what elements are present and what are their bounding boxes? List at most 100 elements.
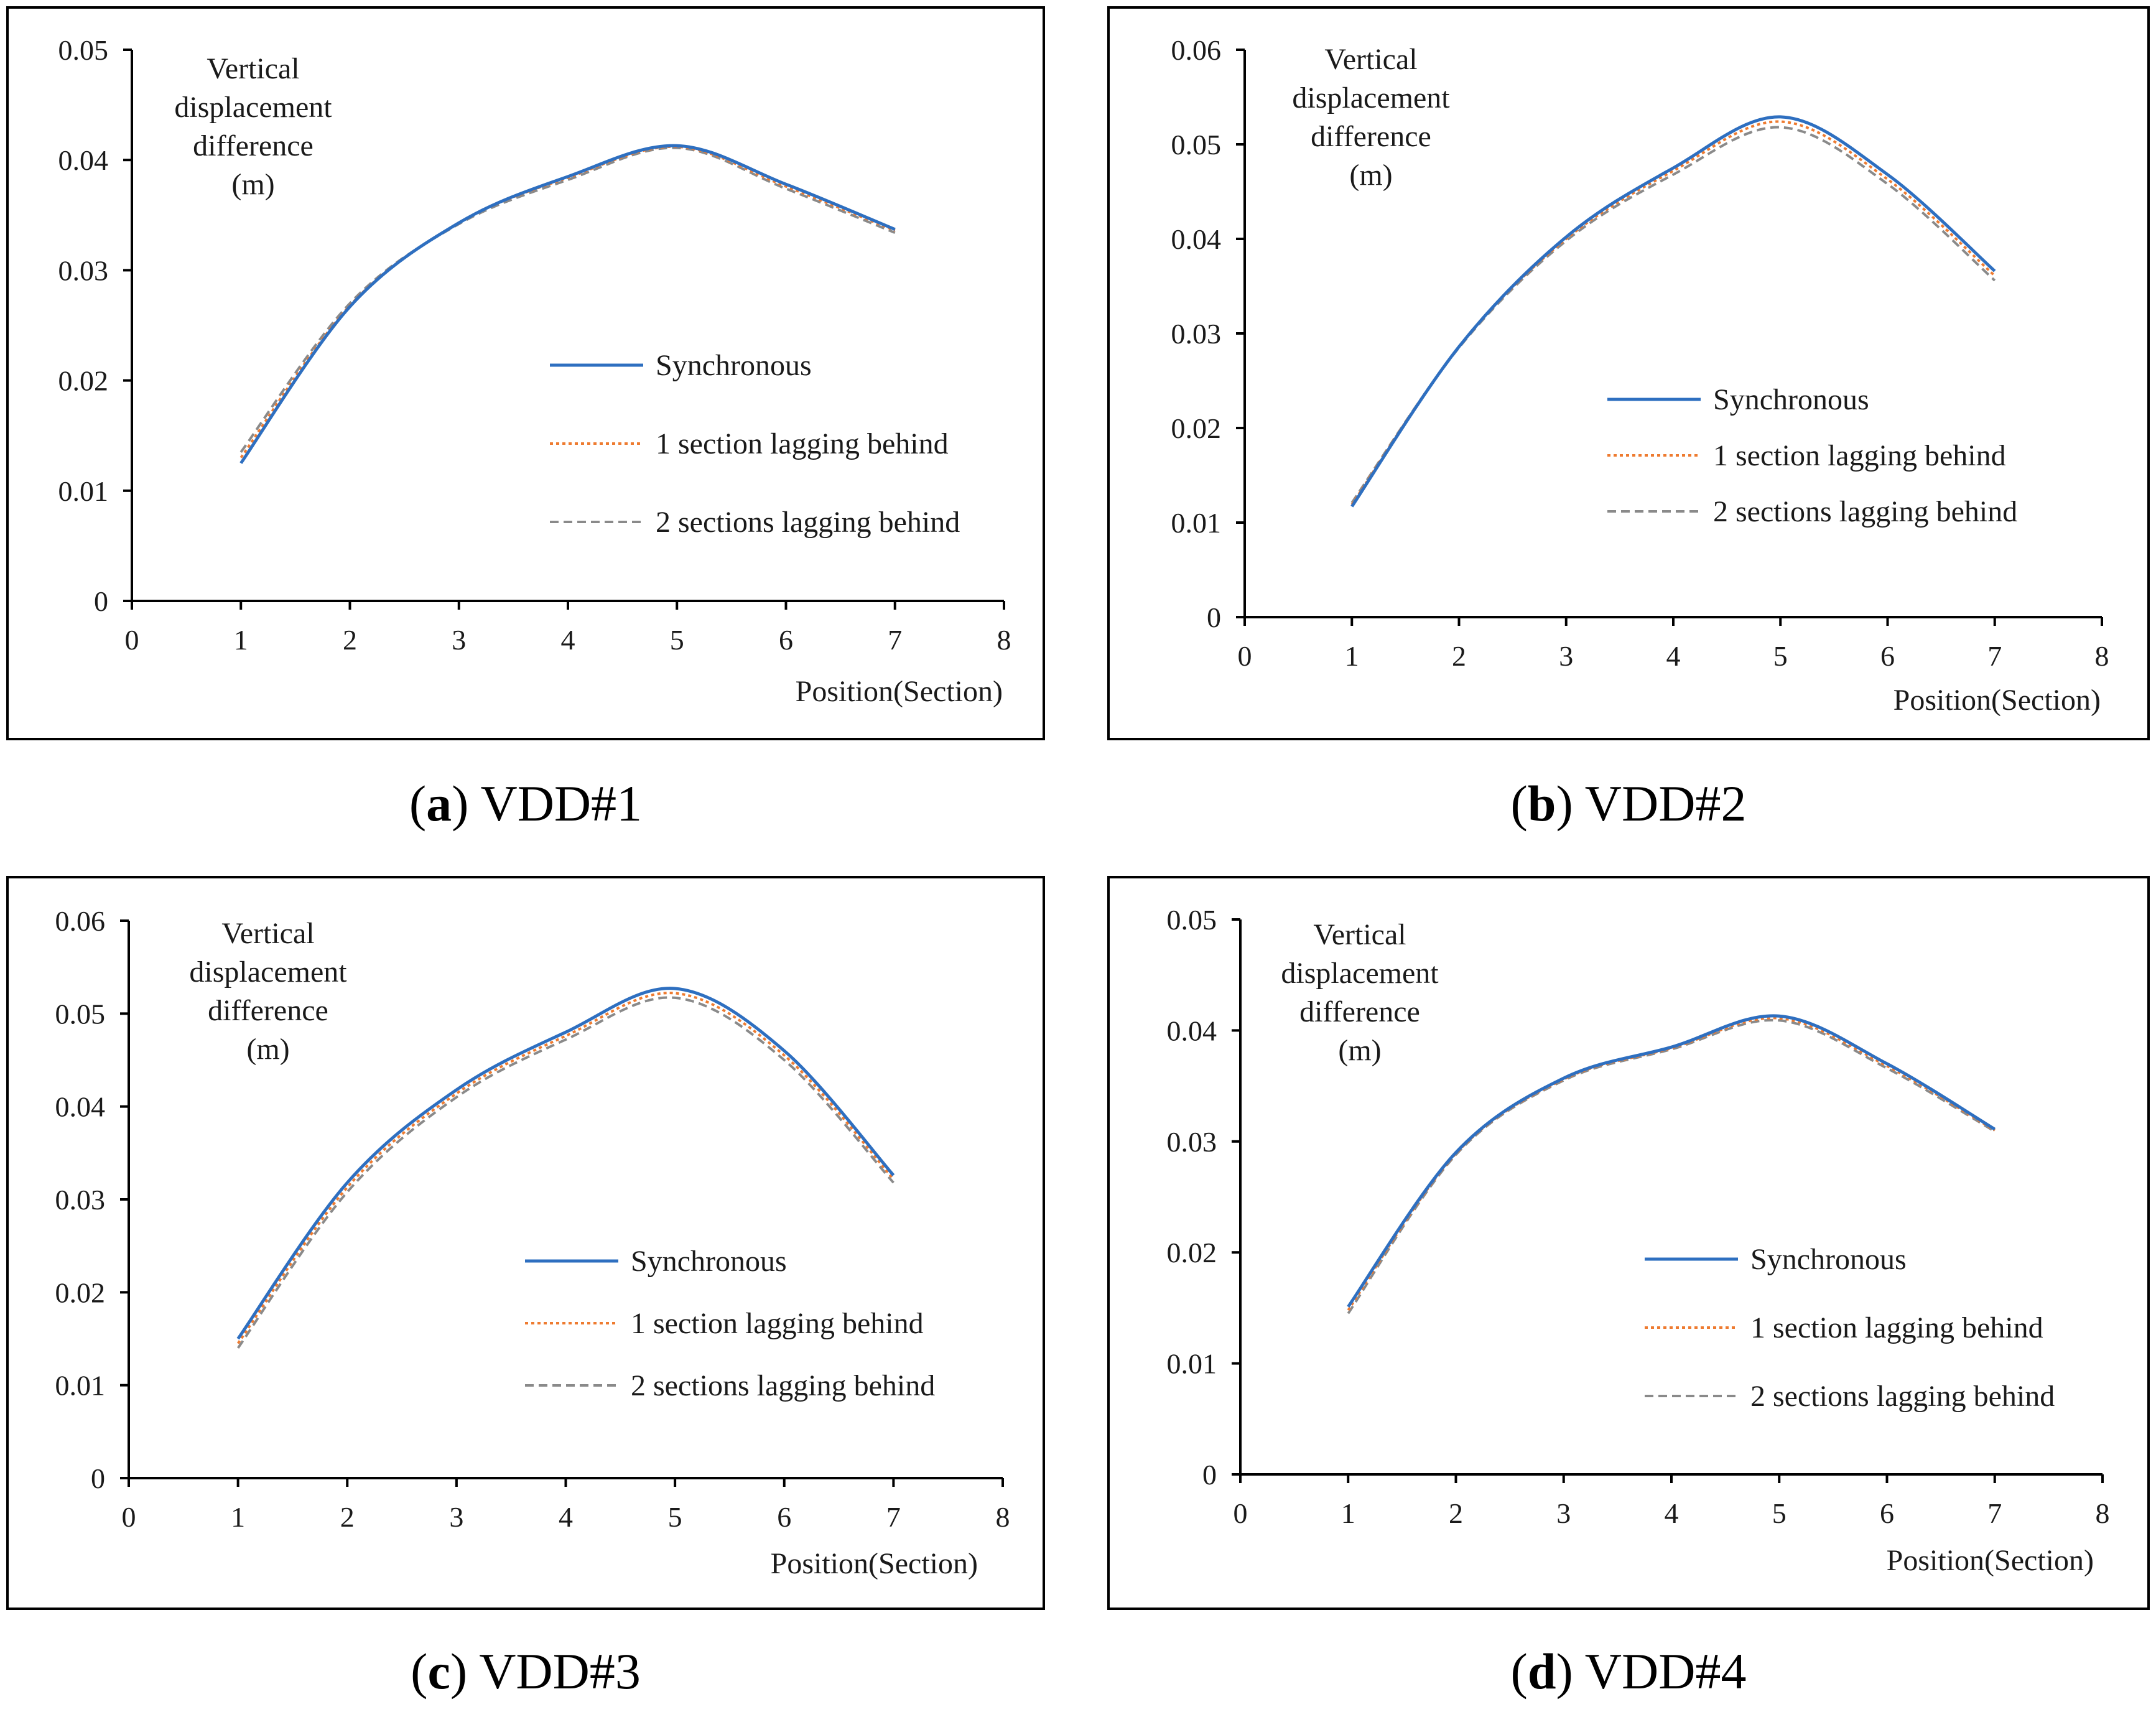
y-axis-label-line: Vertical [221,917,314,950]
y-axis-label-line: difference [208,994,328,1027]
y-tick-label: 0.02 [1171,412,1222,444]
legend-label: 2 sections lagging behind [1713,495,2017,528]
y-tick-label: 0.01 [55,1370,106,1402]
x-tick-label: 1 [231,1501,245,1533]
caption-title: VDD#2 [1584,775,1747,832]
data-point [1780,127,1781,128]
x-tick-label: 2 [1452,640,1466,672]
chart-panel-c: 0 0.01 0.02 0.03 0.04 0.05 0.06 0 1 2 3 4 5 6 7 8 Vertic… [6,876,1045,1610]
chart-panel-b: 0 0.01 0.02 0.03 0.04 0.05 0.06 0 1 2 3 4 5 6 7 8 Vertic… [1107,6,2150,740]
x-tick-label: 5 [670,624,684,656]
y-tick-label: 0.05 [1171,129,1222,161]
data-point [1779,1016,1780,1017]
chart-panel-d: 0 0.01 0.02 0.03 0.04 0.05 0 1 2 3 4 5 6 7 8 Vertical di… [1107,876,2150,1610]
y-axis-label-line: displacement [174,91,332,124]
data-point [1671,1047,1672,1048]
y-axis-label-line: Vertical [1313,918,1406,951]
x-tick-label: 2 [340,1501,355,1533]
caption-b: (b) VDD#2 [1510,775,1747,832]
y-axis-label-line: difference [1299,995,1420,1028]
data-point [893,1175,894,1176]
y-tick-label: 0.04 [1171,223,1222,255]
y-tick-label: 0.04 [1167,1015,1217,1046]
data-point [1994,1131,1995,1132]
legend-label: Synchronous [631,1245,787,1278]
legend-label: 1 section lagging behind [631,1307,924,1340]
x-tick-label: 5 [1772,1497,1787,1529]
y-tick-label: 0.04 [58,144,109,176]
x-tick-label: 1 [234,624,248,656]
y-axis-label-line: displacement [189,956,347,989]
series-line-synchronous [1347,1014,1996,1308]
data-point [1673,170,1674,171]
y-axis-label-line: (m) [1349,159,1392,192]
y-tick-label: 0 [91,1463,105,1494]
y-tick-label: 0.03 [1171,318,1222,350]
data-point [1673,174,1674,175]
x-tick-label: 8 [2095,640,2109,672]
data-point [568,176,569,177]
x-tick-label: 4 [559,1501,573,1533]
x-tick-label: 5 [1773,640,1788,672]
x-tick-label: 2 [343,624,357,656]
y-tick-label: 0.02 [55,1277,106,1308]
x-tick-label: 4 [1665,1497,1679,1529]
y-tick-label: 0.01 [1171,507,1222,539]
data-point [1780,121,1781,122]
data-point [894,230,895,231]
x-tick-label: 7 [1987,1497,2002,1529]
data-point [675,997,676,998]
x-tick-label: 6 [1880,640,1895,672]
y-tick-label: 0.03 [55,1184,106,1216]
x-tick-label: 3 [1559,640,1573,672]
x-tick-label: 7 [888,624,902,656]
data-point [456,1093,457,1094]
y-tick-label: 0.04 [55,1091,106,1123]
x-tick-label: 3 [1556,1497,1571,1529]
x-tick-label: 7 [886,1501,901,1533]
x-axis-label: Position(Section) [1887,1544,2094,1577]
y-axis-label-line: (m) [231,168,274,201]
y-tick-label: 0.03 [1167,1126,1217,1158]
y-tick-label: 0 [94,585,108,617]
data-point [347,1187,348,1188]
y-tick-label: 0.02 [1167,1237,1217,1268]
y-axis-label-line: (m) [1338,1034,1381,1067]
y-tick-label: 0.02 [58,365,109,397]
data-point [1780,116,1781,117]
y-tick-label: 0.03 [58,254,109,286]
chart-svg-b: 0 0.01 0.02 0.03 0.04 0.05 0.06 0 1 2 3 4 5 6 7 8 Vertic… [1171,34,2109,717]
series-line-lag-1 [236,992,894,1344]
data-point [347,1192,348,1193]
data-point [1348,1306,1349,1307]
x-tick-label: 3 [452,624,466,656]
x-tick-label: 1 [1341,1497,1355,1529]
caption-d: (d) VDD#4 [1510,1643,1747,1700]
y-tick-label: 0.06 [55,905,106,937]
chart-svg-a: 0 0.01 0.02 0.03 0.04 0.05 0 1 2 3 4 5 6 7 8 Vertical di… [58,34,1011,708]
x-axis-label: Position(Section) [796,675,1003,708]
y-tick-label: 0.05 [55,998,106,1030]
x-tick-label: 0 [125,624,139,656]
data-point [456,1089,457,1090]
series-line-lag-2 [239,146,896,453]
x-tick-label: 1 [1345,640,1359,672]
x-tick-label: 8 [2096,1497,2110,1529]
x-tick-label: 0 [1234,1497,1248,1529]
data-point [1348,1313,1349,1314]
x-tick-label: 6 [1880,1497,1894,1529]
series-line-synchronous [1350,115,1996,508]
x-tick-label: 0 [122,1501,136,1533]
data-point [1887,174,1888,175]
y-tick-label: 0.01 [58,475,109,507]
caption-title: VDD#3 [479,1643,641,1700]
x-tick-label: 6 [779,624,793,656]
data-point [1563,1080,1564,1081]
legend-label: 2 sections lagging behind [1750,1380,2055,1413]
legend-label: Synchronous [1750,1243,1907,1276]
legend-label: 1 section lagging behind [1713,439,2006,472]
legend-label: 1 section lagging behind [1750,1311,2043,1344]
caption-letter: c [427,1643,450,1700]
y-tick-label: 0 [1207,602,1221,633]
series-line-synchronous [236,987,895,1340]
